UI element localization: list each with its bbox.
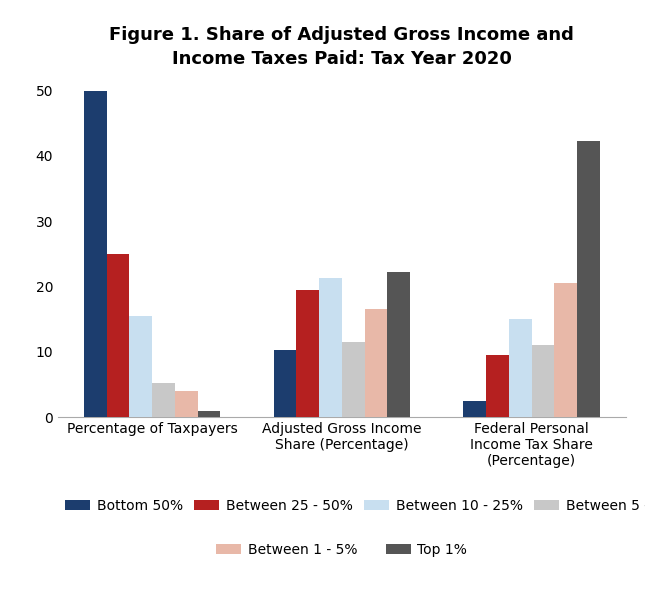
- Bar: [509, 319, 531, 417]
- Bar: [273, 350, 296, 417]
- Bar: [531, 345, 554, 417]
- Bar: [388, 272, 410, 417]
- Bar: [554, 283, 577, 417]
- Bar: [296, 290, 319, 417]
- Bar: [130, 316, 152, 417]
- Bar: [364, 309, 388, 417]
- Bar: [84, 91, 106, 417]
- Title: Figure 1. Share of Adjusted Gross Income and
Income Taxes Paid: Tax Year 2020: Figure 1. Share of Adjusted Gross Income…: [110, 26, 574, 67]
- Bar: [577, 141, 600, 417]
- Bar: [106, 254, 130, 417]
- Bar: [175, 391, 197, 417]
- Bar: [152, 383, 175, 417]
- Bar: [197, 411, 221, 417]
- Bar: [319, 278, 342, 417]
- Bar: [486, 355, 509, 417]
- Bar: [342, 342, 364, 417]
- Legend: Between 1 - 5%, Top 1%: Between 1 - 5%, Top 1%: [216, 543, 468, 557]
- Bar: [463, 401, 486, 417]
